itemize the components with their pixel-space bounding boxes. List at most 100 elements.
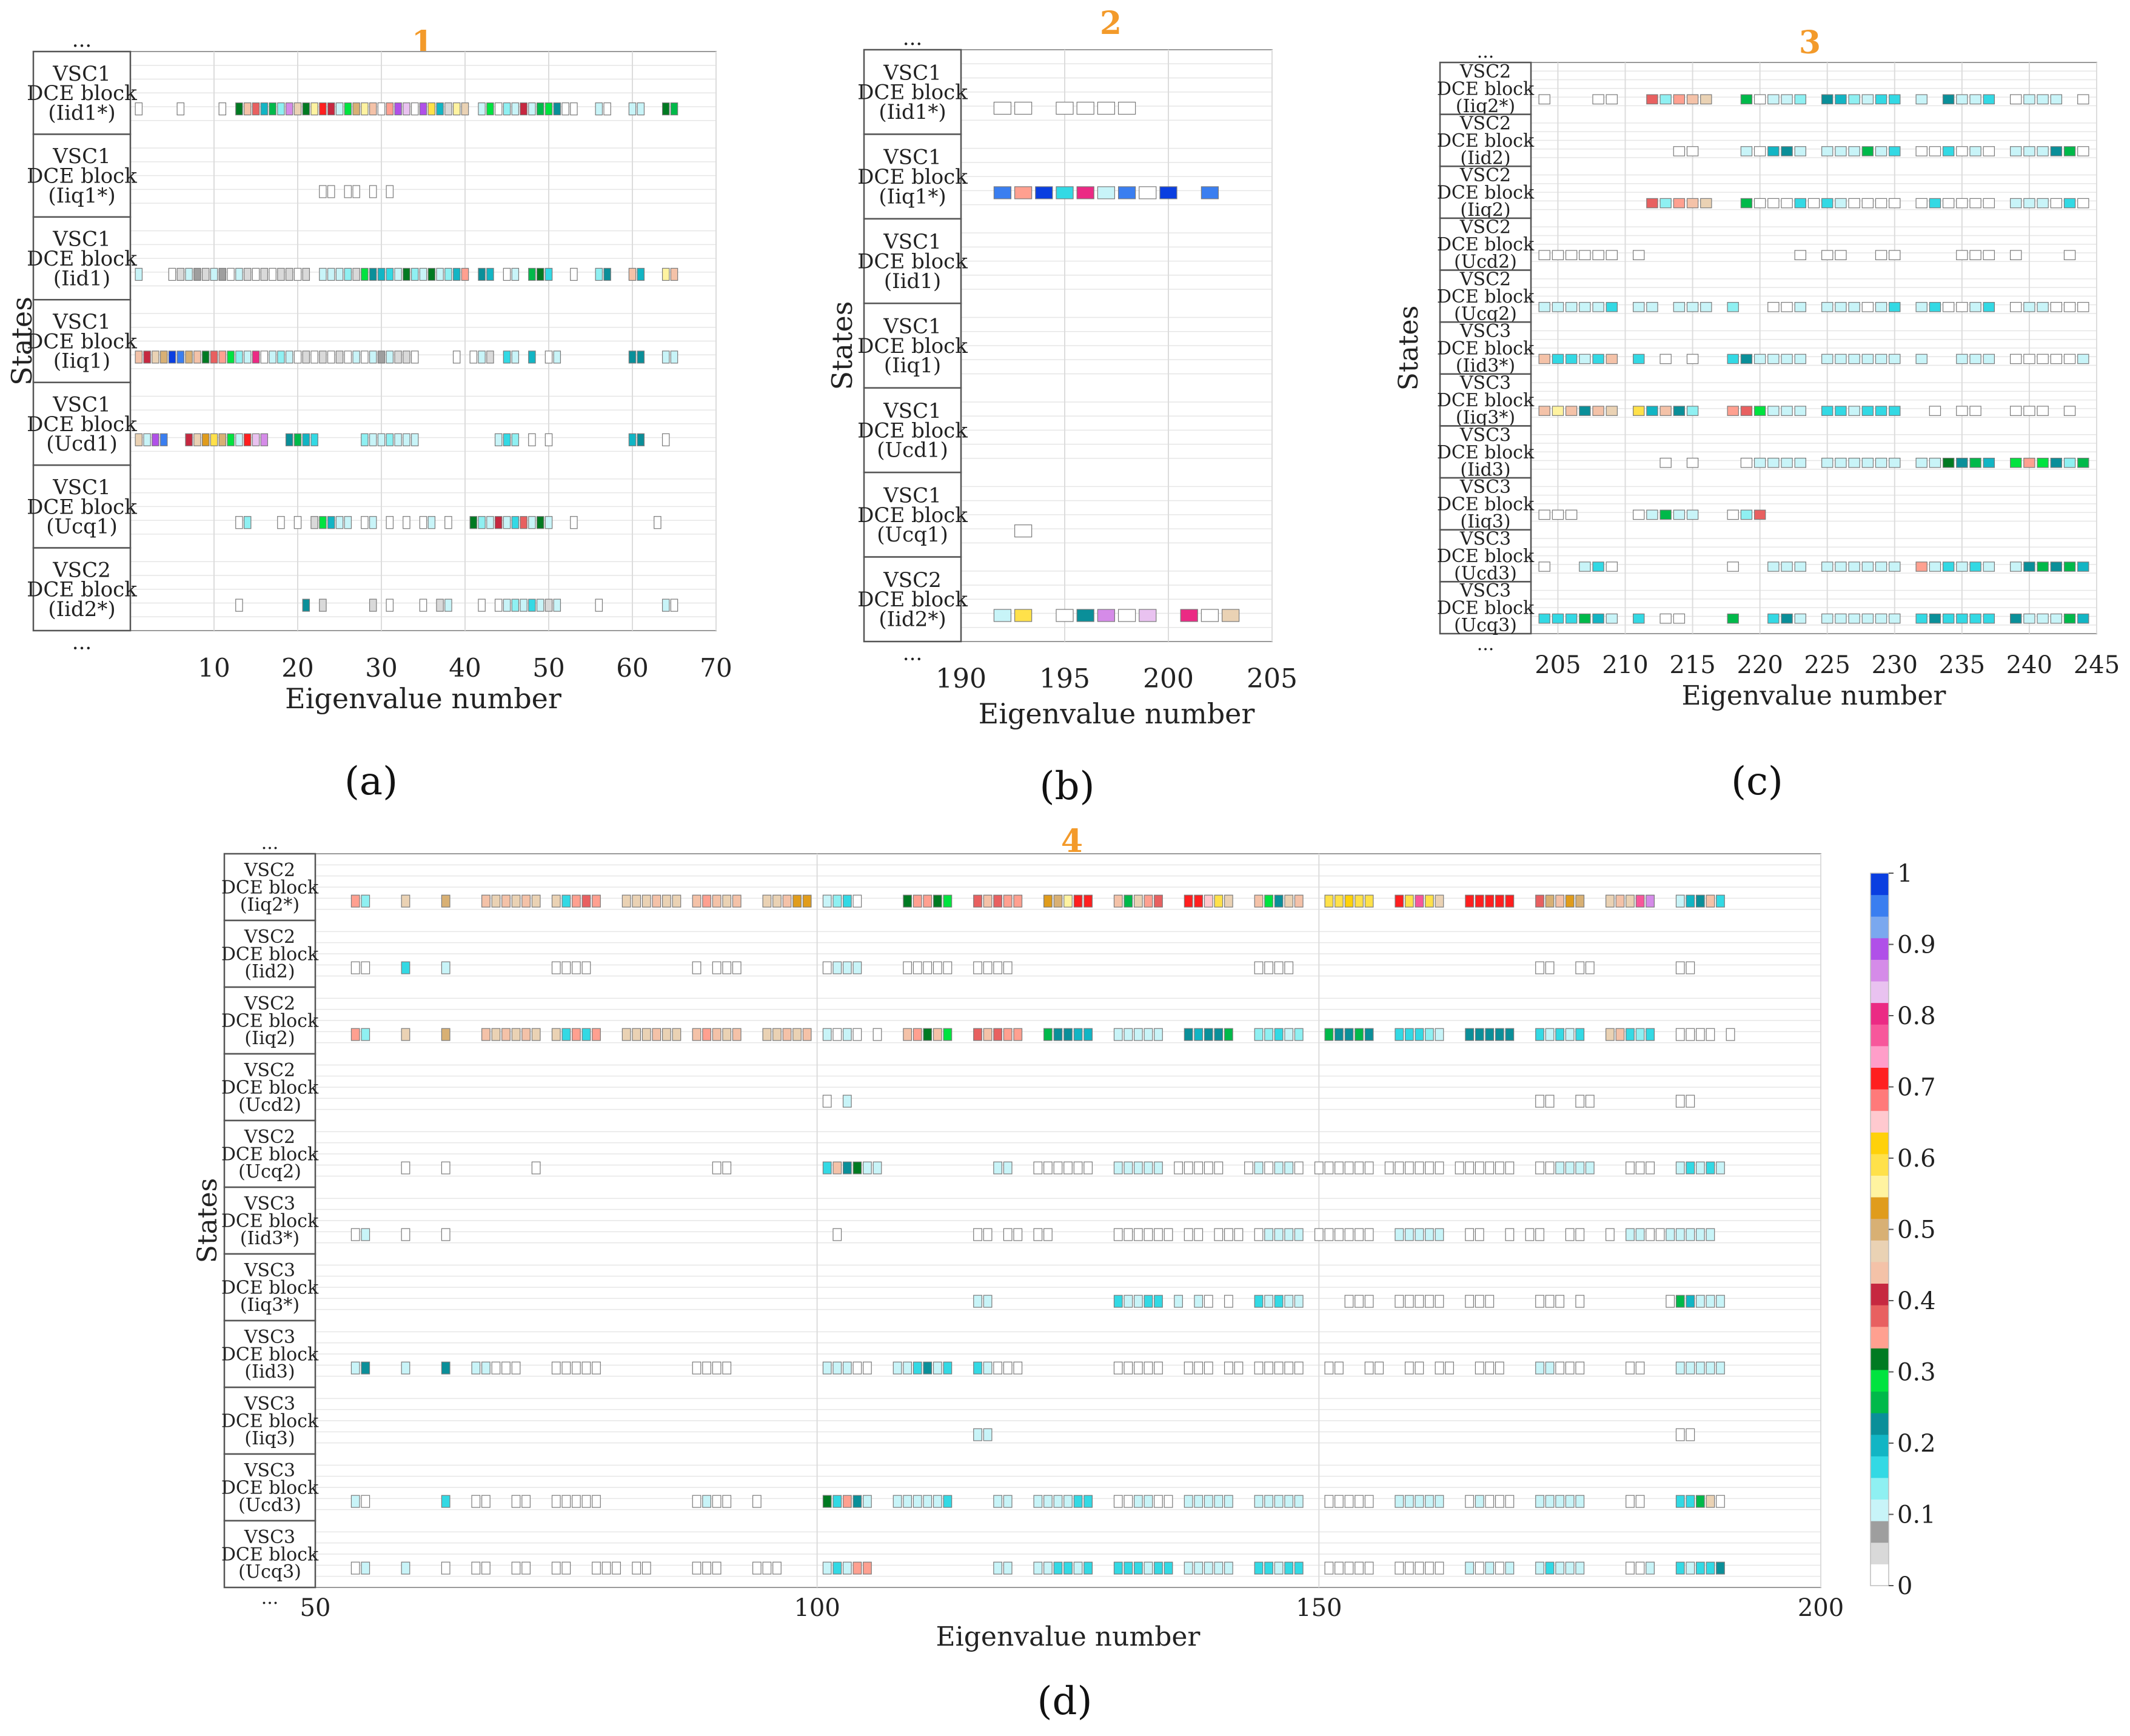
cell	[394, 433, 402, 446]
cell	[1139, 186, 1157, 199]
cell	[842, 1495, 852, 1508]
cell	[1646, 1561, 1655, 1575]
cell	[1274, 961, 1284, 974]
cell	[1575, 1361, 1585, 1375]
state-label: VSC3	[1459, 373, 1511, 394]
cell	[1956, 354, 1968, 364]
cell	[441, 961, 450, 974]
cell	[471, 1361, 481, 1375]
cell	[1465, 1228, 1475, 1241]
cell	[852, 1161, 862, 1175]
cell	[394, 350, 402, 364]
cell	[2063, 561, 2076, 572]
cell	[1545, 1361, 1555, 1375]
state-label: (Iid2*)	[879, 607, 946, 631]
cell	[712, 1561, 722, 1575]
cell	[1364, 1561, 1374, 1575]
cell	[1475, 1028, 1484, 1041]
cell	[1133, 1028, 1143, 1041]
cell	[1154, 1161, 1163, 1175]
colorbar-tick-label: 0.9	[1897, 931, 1936, 959]
cell	[1485, 894, 1495, 908]
cell	[732, 961, 742, 974]
cell	[1848, 302, 1860, 312]
cell	[852, 1361, 862, 1375]
cell	[1673, 406, 1686, 416]
cell	[1435, 1495, 1444, 1508]
cell	[842, 1361, 852, 1375]
x-tick-label: 50	[300, 1594, 331, 1622]
colorbar-segment	[1870, 1024, 1889, 1047]
cell	[511, 1561, 521, 1575]
cell	[933, 1028, 942, 1041]
cell	[1579, 561, 1591, 572]
cell	[1605, 1228, 1615, 1241]
cell	[1113, 1228, 1123, 1241]
state-label: DCE block	[1437, 598, 1535, 619]
cell	[1545, 961, 1555, 974]
state-label: VSC2	[1459, 113, 1511, 134]
colorbar-segment	[1870, 1326, 1889, 1349]
cell	[2010, 198, 2022, 209]
cell	[471, 1561, 481, 1575]
cell	[1415, 1161, 1424, 1175]
cell	[377, 433, 386, 446]
cell	[1003, 894, 1013, 908]
cell	[481, 1028, 491, 1041]
cell	[1035, 186, 1053, 199]
cell	[377, 267, 386, 281]
cell	[1626, 1228, 1635, 1241]
state-label: (Iiq3)	[1460, 511, 1510, 532]
cell	[319, 185, 327, 198]
cell	[832, 1228, 842, 1241]
cell	[561, 894, 571, 908]
cell	[1861, 613, 1874, 624]
cell	[652, 894, 661, 908]
cell	[570, 516, 578, 529]
cell	[1659, 457, 1672, 468]
cell	[672, 894, 682, 908]
panel-label-d: (d)	[1037, 1679, 1093, 1724]
cell	[1224, 1295, 1233, 1308]
cell	[1585, 1161, 1595, 1175]
cell	[1716, 894, 1725, 908]
cell	[1821, 302, 1834, 312]
cell	[1053, 894, 1063, 908]
cell	[551, 1361, 561, 1375]
cell	[1083, 1161, 1093, 1175]
cell	[410, 433, 419, 446]
cell	[491, 1361, 501, 1375]
cell	[1592, 613, 1604, 624]
colorbar-segment	[1870, 1477, 1889, 1500]
state-label: (Ucq2)	[238, 1161, 301, 1182]
cell	[592, 1495, 601, 1508]
cell	[1073, 1495, 1083, 1508]
cell	[595, 102, 603, 116]
cell	[1174, 1295, 1183, 1308]
cell	[1686, 894, 1695, 908]
cell	[1686, 1361, 1695, 1375]
cell	[1673, 302, 1686, 312]
cell	[1875, 146, 1887, 156]
cell	[2023, 613, 2035, 624]
state-label: VSC1	[883, 399, 942, 423]
colorbar-segment	[1870, 1521, 1889, 1543]
state-label: (Iid2*)	[48, 597, 115, 622]
cell	[1234, 1361, 1244, 1375]
cell	[185, 267, 193, 281]
cell	[1117, 609, 1136, 622]
cell	[1646, 406, 1658, 416]
state-label: (Ucd1)	[877, 438, 948, 463]
state-label: (Iiq1*)	[879, 184, 946, 209]
cell	[1969, 354, 1981, 364]
cell	[1716, 1161, 1725, 1175]
cell	[1324, 1361, 1334, 1375]
cell	[1535, 1028, 1544, 1041]
cell	[2050, 561, 2063, 572]
cell	[386, 102, 394, 116]
ellipsis-top: ...	[72, 28, 92, 52]
panel-label-b: (b)	[1040, 764, 1095, 809]
cell	[1659, 354, 1672, 364]
cell	[1983, 198, 1995, 209]
cell	[1364, 1161, 1374, 1175]
